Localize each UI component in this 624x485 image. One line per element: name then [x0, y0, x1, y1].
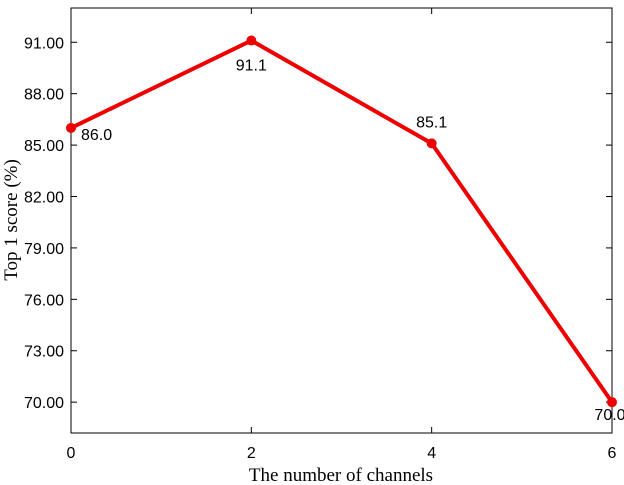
x-tick-label: 2	[247, 445, 256, 462]
series-group: 86.0 91.1 85.1 70.0	[66, 35, 624, 424]
data-label: 70.0	[594, 407, 624, 424]
y-tick-label: 73.00	[24, 344, 64, 361]
x-tick-label: 4	[427, 445, 436, 462]
data-point	[426, 138, 437, 149]
y-axis-title: Top 1 score (%)	[1, 159, 22, 281]
plot-frame	[70, 7, 613, 434]
x-axis-title: The number of channels	[249, 465, 433, 485]
y-axis-ticks: 70.00 73.00 76.00 79.00 82.00 85.00 88.00 91.00	[24, 35, 612, 412]
x-tick-label: 6	[608, 445, 617, 462]
y-tick-label: 85.00	[24, 138, 64, 155]
y-tick-label: 91.00	[24, 35, 64, 52]
series-line	[70, 38, 614, 404]
y-tick-label: 79.00	[24, 241, 64, 258]
y-tick-label: 70.00	[24, 395, 64, 412]
y-tick-label: 76.00	[24, 292, 64, 309]
data-point	[607, 397, 617, 408]
data-point	[66, 122, 76, 133]
y-tick-label: 88.00	[24, 87, 64, 104]
data-label: 91.1	[236, 58, 267, 75]
data-point	[246, 35, 257, 46]
x-axis-ticks: 0 2 4 6	[67, 8, 617, 462]
x-tick-label: 0	[67, 445, 76, 462]
y-tick-label: 82.00	[24, 190, 64, 207]
data-label: 85.1	[416, 114, 447, 131]
data-label: 86.0	[81, 127, 112, 144]
